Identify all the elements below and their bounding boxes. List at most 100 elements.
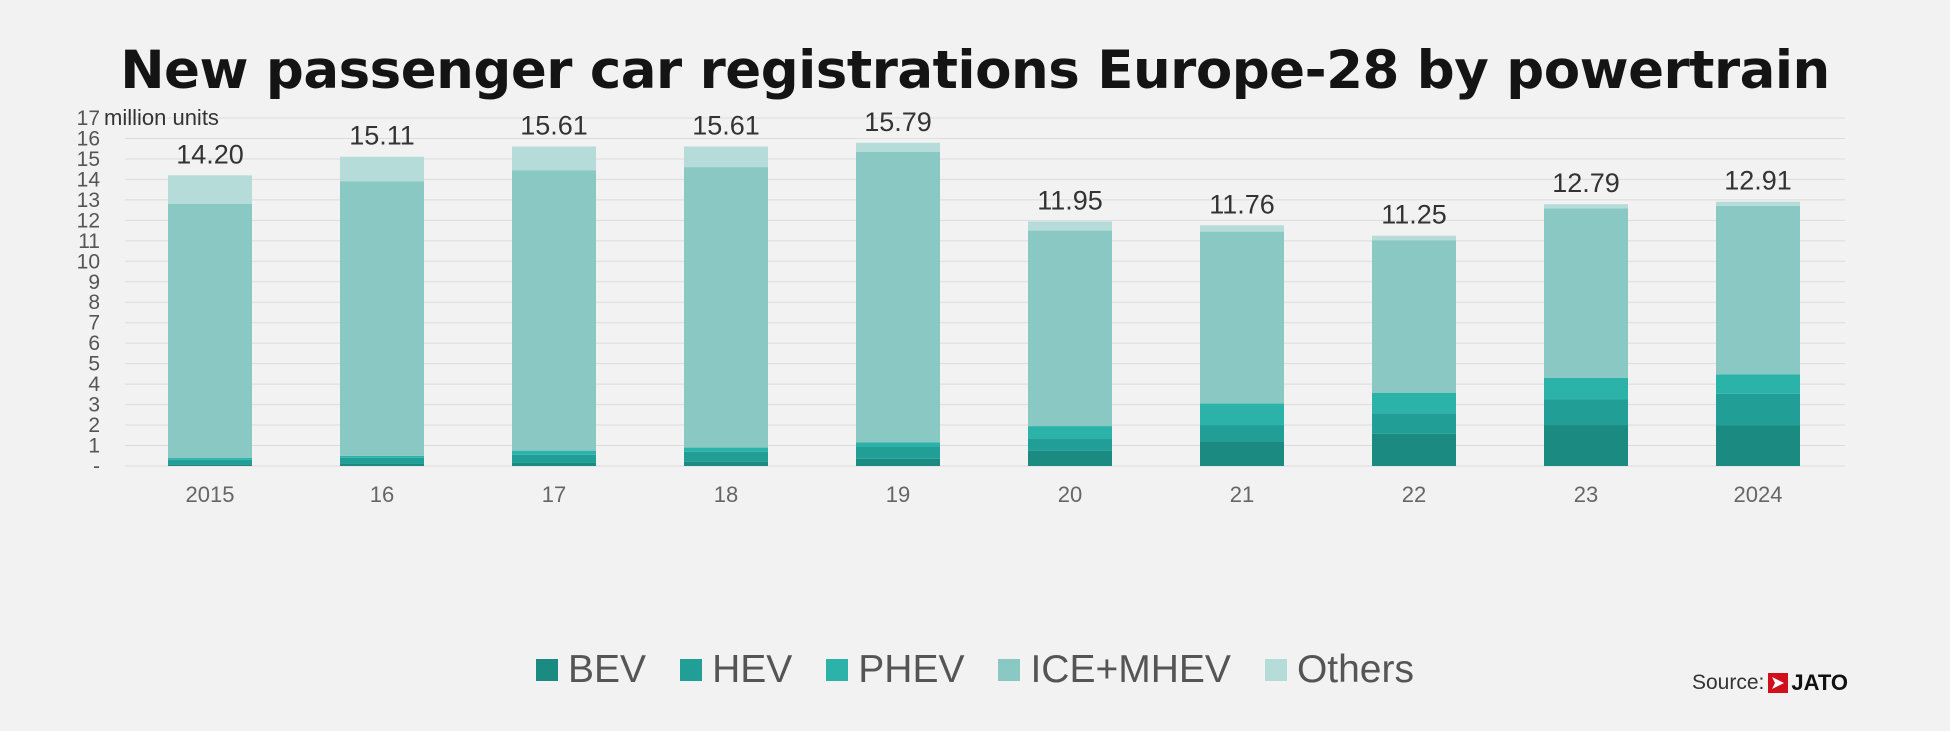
- total-label: 14.20: [176, 139, 244, 169]
- bar-segment-bev: [168, 464, 252, 466]
- total-label: 15.61: [692, 110, 760, 140]
- bar-segment-phev: [1200, 403, 1284, 426]
- y-tick-label: 10: [77, 250, 100, 273]
- legend-swatch: [826, 659, 849, 681]
- y-tick-label: 17: [77, 107, 100, 130]
- bar-segment-hev: [512, 454, 596, 463]
- total-labels: 14.20 15.11 15.61 15.61 15.79 11.95 11.76 11.25…: [176, 107, 1792, 230]
- x-tick-label: 20: [1058, 482, 1082, 507]
- legend-item-phev: PHEV: [826, 648, 964, 692]
- bar-segment-others: [1200, 225, 1284, 232]
- total-label: 15.11: [349, 121, 415, 151]
- legend-item-others: Others: [1264, 648, 1414, 692]
- x-tick-label: 17: [542, 482, 566, 507]
- bar-segment-hev: [1544, 399, 1628, 426]
- bar-segment-others: [1028, 221, 1112, 231]
- bar-segment-others: [168, 175, 252, 204]
- bar-segment-bev: [1372, 433, 1456, 466]
- bar-segment-bev: [1544, 425, 1628, 466]
- x-tick-label: 16: [370, 482, 394, 507]
- y-tick-label: 7: [88, 312, 100, 335]
- bar-segment-ice-mhev: [856, 151, 940, 443]
- bar-segment-others: [684, 146, 768, 168]
- bar-segment-bev: [856, 458, 940, 466]
- y-tick-label: 16: [77, 127, 100, 150]
- legend-label: Others: [1296, 648, 1414, 691]
- bar-segment-others: [856, 142, 940, 152]
- legend-item-hev: HEV: [680, 648, 792, 692]
- bar-segment-bev: [1200, 441, 1284, 466]
- legend-label: HEV: [712, 648, 793, 691]
- bar-segment-ice-mhev: [1716, 205, 1800, 375]
- total-label: 11.76: [1209, 189, 1275, 219]
- bar-segment-hev: [684, 451, 768, 462]
- bars: [168, 142, 1800, 466]
- y-axis-label: million units: [104, 105, 219, 130]
- x-tick-label: 23: [1574, 482, 1598, 507]
- bar-segment-phev: [684, 447, 768, 452]
- bar-segment-phev: [856, 442, 940, 447]
- bar-segment-ice-mhev: [1544, 208, 1628, 378]
- bar-segment-hev: [1028, 438, 1112, 451]
- bar-segment-phev: [1716, 374, 1800, 394]
- legend-swatch: [680, 659, 703, 681]
- bar-segment-bev: [1716, 425, 1800, 466]
- y-tick-label: 11: [78, 230, 100, 253]
- y-tick-label: -: [93, 455, 100, 478]
- legend-swatch: [536, 659, 559, 681]
- bar-segment-ice-mhev: [512, 170, 596, 451]
- y-tick-label: 9: [88, 271, 100, 294]
- y-tick-label: 5: [88, 353, 100, 376]
- total-label: 12.79: [1552, 168, 1620, 198]
- bar-segment-hev: [168, 459, 252, 465]
- legend-swatch: [998, 659, 1021, 681]
- source-label: Source:: [1691, 671, 1765, 694]
- bar-segment-phev: [168, 457, 252, 460]
- bar-segment-hev: [1716, 393, 1800, 426]
- x-axis-ticks: 2015 16 17 18 19 20 21 22 23 2024: [186, 482, 1783, 507]
- bar-segment-bev: [684, 461, 768, 466]
- bar-segment-bev: [340, 463, 424, 466]
- y-tick-label: 2: [88, 414, 100, 437]
- y-tick-label: 14: [77, 168, 101, 191]
- bar-segment-others: [1716, 201, 1800, 206]
- jato-logo-text: JATO: [1791, 670, 1848, 695]
- bar-segment-phev: [1372, 392, 1456, 414]
- bar-segment-phev: [512, 450, 596, 455]
- bar-segment-bev: [512, 462, 596, 466]
- legend-label: PHEV: [858, 648, 965, 691]
- total-label: 11.25: [1381, 200, 1447, 230]
- total-label: 15.61: [520, 110, 588, 140]
- bar-segment-others: [1372, 235, 1456, 241]
- bar-segment-bev: [1028, 450, 1112, 466]
- legend-swatch: [1264, 659, 1287, 681]
- chart-title: New passenger car registrations Europe-2…: [120, 40, 1830, 101]
- total-label: 15.79: [864, 107, 932, 137]
- y-tick-label: 4: [88, 373, 100, 396]
- legend-item-ice-mhev: ICE+MHEV: [998, 648, 1231, 692]
- bar-segment-ice-mhev: [1372, 240, 1456, 393]
- y-tick-label: 13: [77, 189, 100, 212]
- x-tick-label: 22: [1402, 482, 1426, 507]
- jato-arrow-icon: [1768, 673, 1789, 693]
- total-label: 11.95: [1037, 185, 1103, 215]
- bar-segment-hev: [856, 446, 940, 459]
- y-tick-label: 6: [88, 332, 100, 355]
- x-tick-label: 21: [1230, 482, 1254, 507]
- bar-segment-hev: [1372, 413, 1456, 434]
- bar-segment-phev: [340, 455, 424, 458]
- bar-segment-ice-mhev: [684, 167, 768, 448]
- bar-segment-ice-mhev: [1028, 230, 1112, 427]
- x-tick-label: 2015: [186, 482, 235, 507]
- y-tick-label: 15: [77, 148, 100, 171]
- bar-segment-ice-mhev: [1200, 231, 1284, 404]
- bar-segment-others: [340, 156, 424, 182]
- bar-segment-ice-mhev: [168, 203, 252, 458]
- total-label: 12.91: [1724, 166, 1792, 196]
- y-tick-label: 1: [88, 435, 100, 458]
- legend: BEV HEV PHEV ICE+MHEV Others: [0, 648, 1950, 692]
- x-tick-label: 2024: [1734, 482, 1783, 507]
- legend-item-bev: BEV: [536, 648, 646, 692]
